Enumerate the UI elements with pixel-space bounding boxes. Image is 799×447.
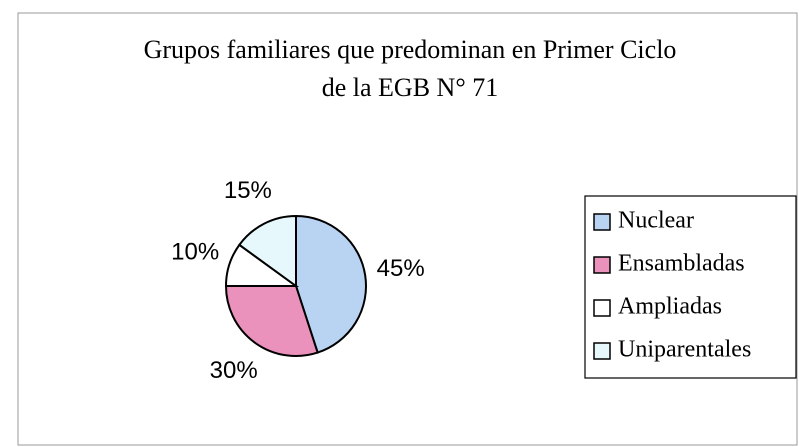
- pie-slice: [295, 214, 367, 354]
- legend-box: [584, 195, 797, 379]
- legend-swatch: [593, 213, 611, 231]
- data-label: 45%: [377, 255, 425, 282]
- legend-swatch: [593, 342, 611, 360]
- pie-slice: [237, 214, 297, 288]
- data-label: 30%: [210, 357, 258, 384]
- legend-label: Uniparentales: [618, 337, 751, 363]
- legend-swatch: [593, 256, 611, 274]
- legend-label: Ensambladas: [618, 251, 745, 277]
- legend-label: Ampliadas: [618, 294, 722, 320]
- data-label: 15%: [224, 177, 272, 204]
- chart-title: Grupos familiares que predominan en Prim…: [144, 35, 677, 64]
- legend-swatch: [593, 299, 611, 317]
- legend-label: Nuclear: [618, 208, 694, 234]
- data-label: 10%: [171, 239, 219, 266]
- pie-slice: [224, 285, 319, 357]
- chart-title: de la EGB N° 71: [322, 73, 498, 102]
